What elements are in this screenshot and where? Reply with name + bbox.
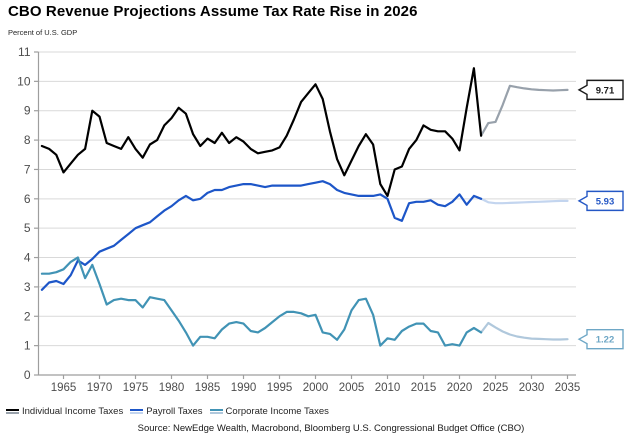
x-tick-label: 1990 <box>231 382 257 394</box>
series-payroll-taxes-projection <box>480 197 569 205</box>
y-tick-label: 3 <box>24 280 31 294</box>
y-tick-label: 1 <box>24 339 31 353</box>
line-chart-svg: 0 1 2 3 4 5 6 7 8 9 10 11 1965 1970 1975 1980 1985 1990 19… <box>17 45 624 394</box>
x-tick-label: 1965 <box>51 382 77 394</box>
y-tick-label: 10 <box>17 74 31 88</box>
end-value-callout <box>577 190 624 212</box>
legend-key-icon <box>209 408 223 414</box>
series-individual-income-taxes-history <box>40 67 483 197</box>
x-tick-label: 2025 <box>483 382 509 394</box>
x-tick-label: 2005 <box>339 382 365 394</box>
series-individual-income-taxes-projection <box>480 84 569 137</box>
end-value-label: 5.93 <box>596 196 615 207</box>
line-chart: 0 1 2 3 4 5 6 7 8 9 10 11 1965 1970 1975 1980 1985 1990 19… <box>0 40 630 403</box>
legend-key-icon <box>6 408 19 414</box>
end-value-label: 9.71 <box>596 85 615 96</box>
legend-item-payroll-taxes: Payroll Taxes <box>130 405 203 417</box>
x-tick-label: 2035 <box>555 382 581 394</box>
y-tick-label: 4 <box>24 251 31 265</box>
axis-unit-label: Percent of U.S. GDP <box>8 28 78 37</box>
legend: Individual Income Taxes Payroll Taxes Corp… <box>6 404 329 418</box>
y-tick-label: 5 <box>24 221 31 235</box>
x-tick-label: 2015 <box>411 382 437 394</box>
x-tick-label: 1985 <box>195 382 221 394</box>
y-tick-label: 8 <box>24 133 31 147</box>
x-tick-label: 1980 <box>159 382 185 394</box>
source-note: Source: NewEdge Wealth, Macrobond, Bloom… <box>137 423 525 434</box>
y-tick-label: 7 <box>24 162 31 176</box>
x-tick-label: 2030 <box>519 382 545 394</box>
series-corporate-income-taxes-projection <box>480 321 569 341</box>
end-value-callout <box>577 328 624 350</box>
y-tick-label: 6 <box>24 192 31 206</box>
end-value-callout <box>577 79 624 101</box>
series-payroll-taxes-history <box>40 180 483 291</box>
x-tick-label: 1975 <box>123 382 149 394</box>
end-value-label: 1.22 <box>596 335 615 346</box>
legend-item-label: Payroll Taxes <box>146 405 203 417</box>
y-tick-label: 0 <box>24 368 31 382</box>
x-tick-label: 1970 <box>87 382 113 394</box>
y-tick-label: 2 <box>24 309 31 323</box>
legend-item-individual-income-taxes: Individual Income Taxes <box>6 406 123 417</box>
x-tick-label: 2000 <box>303 382 329 394</box>
series-corporate-income-taxes-history <box>40 256 483 347</box>
legend-item-corporate-income-taxes: Corporate Income Taxes <box>209 405 329 417</box>
chart-title: CBO Revenue Projections Assume Tax Rate … <box>8 3 418 20</box>
y-tick-label: 11 <box>18 45 31 59</box>
legend-item-label: Individual Income Taxes <box>22 405 124 417</box>
x-tick-label: 2010 <box>375 382 401 394</box>
legend-key-icon <box>130 408 144 414</box>
y-tick-label: 9 <box>24 104 31 118</box>
legend-item-label: Corporate Income Taxes <box>225 405 329 417</box>
x-tick-label: 1995 <box>267 382 293 394</box>
x-tick-label: 2020 <box>447 382 473 394</box>
